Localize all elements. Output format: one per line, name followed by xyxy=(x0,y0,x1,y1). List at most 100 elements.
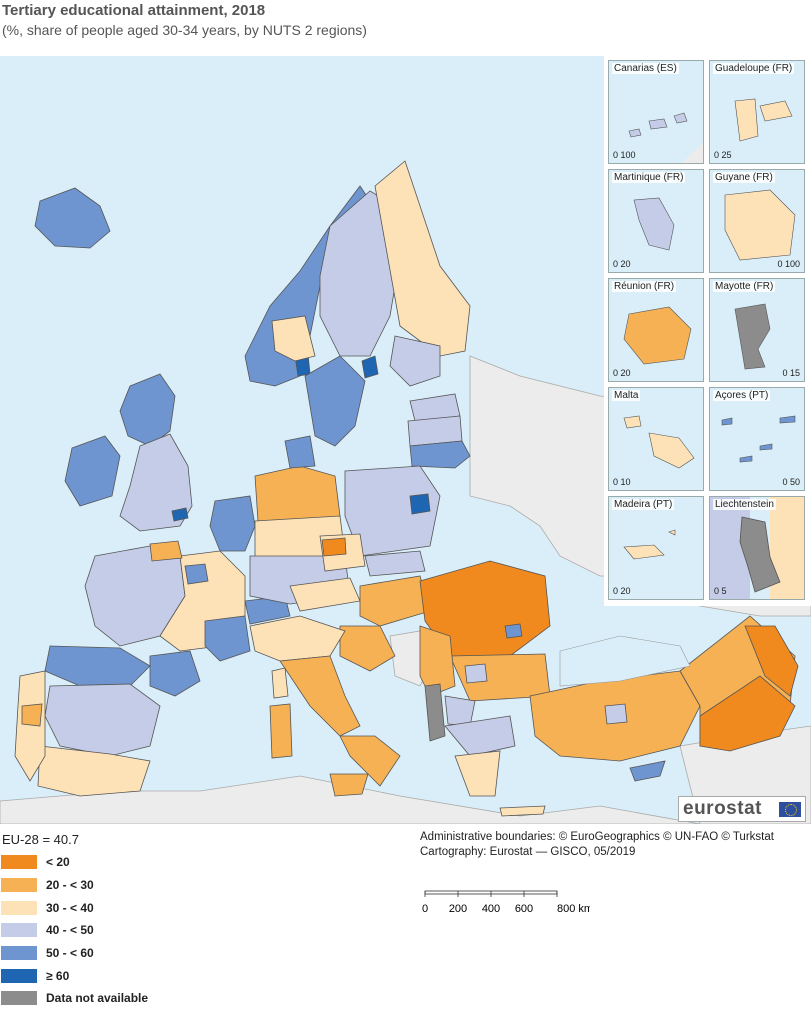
black-sea xyxy=(559,635,691,687)
inset-label: Martinique (FR) xyxy=(612,172,686,183)
region-denmark xyxy=(284,435,316,469)
inset-guyane: Guyane (FR) 0 100 xyxy=(709,169,805,273)
inset-scale: 0 15 xyxy=(782,368,800,378)
inset-canarias: Canarias (ES) 0 100 xyxy=(608,60,704,164)
region-benelux xyxy=(209,495,256,552)
eurostat-logo: eurostat xyxy=(678,796,806,822)
region-london xyxy=(171,507,189,522)
inset-scale: 0 5 xyxy=(714,586,727,596)
legend-item: 30 - < 40 xyxy=(0,896,148,919)
region-slovakia xyxy=(364,550,426,577)
legend-item: Data not available xyxy=(0,987,148,1010)
region-croatia xyxy=(339,625,396,672)
scale-tick: 400 xyxy=(482,903,500,915)
inset-label: Mayotte (FR) xyxy=(713,281,776,292)
map-subtitle: (%, share of people aged 30-34 years, by… xyxy=(2,22,367,38)
region-north-macedonia xyxy=(444,695,476,727)
legend-swatch xyxy=(0,967,38,984)
region-paris xyxy=(184,563,209,585)
inset-label: Canarias (ES) xyxy=(612,63,679,74)
region-ankara xyxy=(604,703,628,725)
legend-swatch xyxy=(0,990,38,1007)
legend-label: < 20 xyxy=(46,855,70,870)
region-ireland xyxy=(64,435,121,507)
legend-item: 20 - < 30 xyxy=(0,874,148,897)
region-norway-inland xyxy=(271,315,316,362)
region-sicily xyxy=(329,773,369,797)
legend-label: 30 - < 40 xyxy=(46,900,94,915)
inset-scale: 0 50 xyxy=(782,477,800,487)
region-prague xyxy=(321,537,347,557)
legend-swatch xyxy=(0,945,38,962)
inset-scale: 0 20 xyxy=(613,368,631,378)
region-rhone-alpes xyxy=(204,615,251,662)
inset-scale: 0 20 xyxy=(613,586,631,596)
region-crete xyxy=(499,805,546,817)
inset-scale: 0 25 xyxy=(714,150,732,160)
legend-swatch xyxy=(0,922,38,939)
inset-liechtenstein: Liechtenstein 0 5 xyxy=(709,496,805,600)
legend-label: ≥ 60 xyxy=(46,968,70,983)
eu-flag-icon xyxy=(779,801,801,817)
inset-panel: Canarias (ES) 0 100 Guadeloupe (FR) 0 25… xyxy=(604,56,811,606)
logo-text: eurostat xyxy=(683,798,762,819)
inset-madeira: Madeira (PT) 0 20 xyxy=(608,496,704,600)
inset-martinique: Martinique (FR) 0 20 xyxy=(608,169,704,273)
inset-label: Malta xyxy=(612,390,641,401)
inset-scale: 0 20 xyxy=(613,259,631,269)
region-finland-north xyxy=(374,160,471,357)
inset-label: Réunion (FR) xyxy=(612,281,677,292)
region-bulgaria xyxy=(449,653,551,702)
legend-swatch xyxy=(0,899,38,916)
region-finland-south xyxy=(389,335,441,387)
region-spain-north xyxy=(44,645,151,687)
legend-swatch xyxy=(0,854,38,871)
inset-acores: Açores (PT) 0 50 xyxy=(709,387,805,491)
region-england xyxy=(119,433,193,532)
region-spain-central xyxy=(44,683,161,757)
legend-item: ≥ 60 xyxy=(0,964,148,987)
legend-swatch xyxy=(0,877,38,894)
region-montenegro-na xyxy=(424,683,446,742)
inset-scale: 0 100 xyxy=(777,259,800,269)
map-title: Tertiary educational attainment, 2018 xyxy=(2,2,266,19)
region-sweden-stockholm xyxy=(361,355,379,379)
region-greece-north xyxy=(444,715,516,757)
inset-scale: 0 10 xyxy=(613,477,631,487)
inset-label: Liechtenstein xyxy=(713,499,776,510)
region-sardinia xyxy=(269,703,293,759)
region-corsica xyxy=(271,667,289,699)
credits: Administrative boundaries: © EuroGeograp… xyxy=(420,830,774,860)
region-spain-south xyxy=(37,745,151,797)
scale-tick: 0 xyxy=(422,903,428,915)
inset-label: Guyane (FR) xyxy=(713,172,775,183)
region-bucharest xyxy=(504,623,523,639)
inset-guadeloupe: Guadeloupe (FR) 0 25 xyxy=(709,60,805,164)
region-sweden-south xyxy=(304,355,366,447)
region-warsaw xyxy=(409,493,431,515)
region-portugal-north xyxy=(21,703,43,727)
credits-cartography: Cartography: Eurostat — GISCO, 05/2019 xyxy=(420,846,636,858)
credits-boundaries: Administrative boundaries: © EuroGeograp… xyxy=(420,831,774,843)
region-turkey-southeast xyxy=(699,675,796,752)
region-france-south xyxy=(149,650,201,697)
region-sofia xyxy=(464,663,488,684)
legend-item: < 20 xyxy=(0,851,148,874)
scale-tick: 200 xyxy=(449,903,467,915)
region-poland xyxy=(344,465,441,557)
region-lithuania xyxy=(409,440,471,469)
region-turkey-far-east xyxy=(744,625,799,697)
inset-mayotte: Mayotte (FR) 0 15 xyxy=(709,278,805,382)
inset-label: Guadeloupe (FR) xyxy=(713,63,795,74)
region-portugal xyxy=(14,670,46,782)
legend-item: 40 - < 50 xyxy=(0,919,148,942)
scale-bar: 0 200 400 600 800 km xyxy=(422,890,590,915)
legend-label: Data not available xyxy=(46,991,149,1006)
region-iceland xyxy=(34,187,111,249)
europe-map: Canarias (ES) 0 100 Guadeloupe (FR) 0 25… xyxy=(0,56,811,824)
region-cyprus xyxy=(629,760,666,782)
legend-label: 20 - < 30 xyxy=(46,878,94,893)
legend-label: 50 - < 60 xyxy=(46,946,94,961)
legend: < 20 20 - < 30 30 - < 40 40 - < 50 50 - … xyxy=(0,851,148,1010)
legend-label: 40 - < 50 xyxy=(46,923,94,938)
